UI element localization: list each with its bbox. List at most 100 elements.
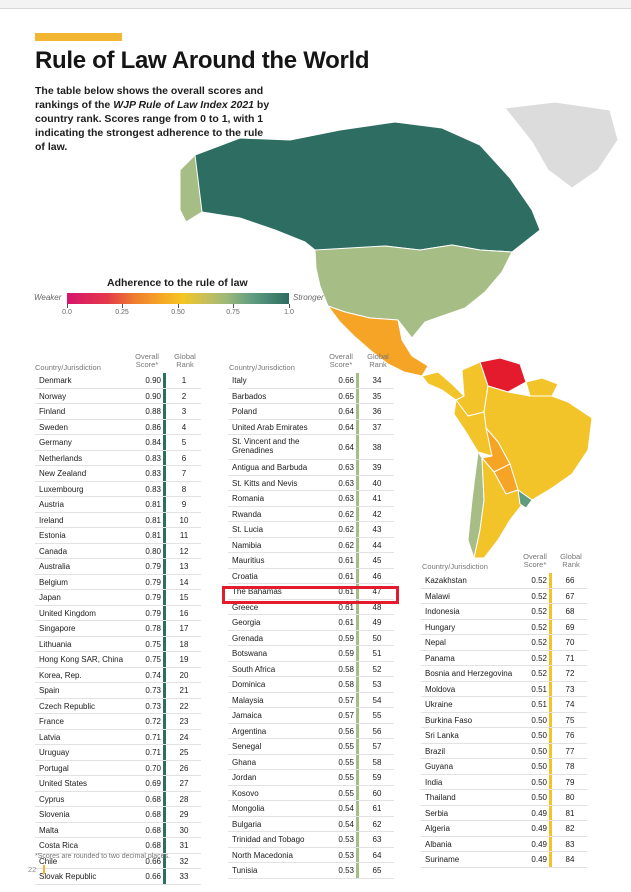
legend-title: Adherence to the rule of law bbox=[107, 277, 248, 289]
global-rank: 84 bbox=[565, 855, 575, 864]
country-name: Namibia bbox=[232, 540, 262, 550]
country-name: Costa Rica bbox=[39, 841, 79, 850]
overall-score: 0.64 bbox=[338, 422, 354, 432]
score-color-bar bbox=[356, 419, 359, 434]
overall-score: 0.54 bbox=[338, 804, 354, 813]
country-name: Moldova bbox=[425, 684, 456, 694]
country-name: Canada bbox=[39, 546, 68, 556]
col-header-country: Country/Jurisdiction bbox=[229, 363, 295, 372]
table-row: Korea, Rep. 0.74 20 bbox=[35, 667, 201, 683]
overall-score: 0.52 bbox=[531, 576, 547, 585]
global-rank: 80 bbox=[565, 793, 575, 802]
legend-tick-label: 1.0 bbox=[284, 309, 294, 316]
score-color-bar bbox=[163, 450, 166, 465]
score-color-bar bbox=[356, 832, 359, 847]
country-name: Malawi bbox=[425, 591, 450, 601]
overall-score: 0.81 bbox=[145, 515, 161, 525]
table-row: Belgium 0.79 14 bbox=[35, 574, 201, 590]
country-name: Sri Lanka bbox=[425, 731, 459, 740]
country-name: North Macedonia bbox=[232, 850, 293, 860]
global-rank: 9 bbox=[181, 500, 187, 509]
score-color-bar bbox=[549, 604, 552, 619]
country-name: Norway bbox=[39, 391, 67, 401]
score-table-3: Kazakhstan 0.52 66 Malawi 0.52 67 Indonesia 0.5… bbox=[421, 573, 587, 868]
table-row: Cyprus 0.68 28 bbox=[35, 791, 201, 807]
legend-tick bbox=[67, 304, 68, 308]
country-name: Czech Republic bbox=[39, 701, 96, 711]
global-rank: 63 bbox=[372, 835, 382, 844]
overall-score: 0.71 bbox=[145, 748, 161, 757]
global-rank: 62 bbox=[372, 819, 382, 829]
overall-score: 0.54 bbox=[338, 819, 354, 829]
table-row: Japan 0.79 15 bbox=[35, 590, 201, 606]
global-rank: 56 bbox=[372, 726, 382, 736]
global-rank: 73 bbox=[565, 684, 575, 694]
global-rank: 47 bbox=[372, 587, 382, 596]
overall-score: 0.61 bbox=[338, 618, 354, 627]
country-name: Kosovo bbox=[232, 788, 259, 798]
score-color-bar bbox=[163, 760, 166, 775]
table-row: Indonesia 0.52 68 bbox=[421, 604, 587, 620]
global-rank: 31 bbox=[179, 841, 189, 850]
table-row: Malaysia 0.57 54 bbox=[228, 692, 394, 708]
score-color-bar bbox=[163, 497, 166, 512]
overall-score: 0.78 bbox=[145, 624, 161, 633]
country-name: France bbox=[39, 717, 64, 726]
global-rank: 77 bbox=[565, 746, 575, 756]
table-row: Mongolia 0.54 61 bbox=[228, 801, 394, 817]
country-name: Estonia bbox=[39, 531, 66, 540]
score-color-bar bbox=[356, 460, 359, 475]
overall-score: 0.86 bbox=[145, 422, 161, 432]
global-rank: 45 bbox=[372, 556, 382, 565]
overall-score: 0.64 bbox=[338, 407, 354, 416]
country-name: Portugal bbox=[39, 763, 69, 773]
overall-score: 0.53 bbox=[338, 835, 354, 844]
country-name: Senegal bbox=[232, 742, 262, 751]
score-color-bar bbox=[163, 652, 166, 667]
score-color-bar bbox=[356, 739, 359, 754]
country-name: Brazil bbox=[425, 746, 446, 756]
country-name: Serbia bbox=[425, 808, 449, 818]
global-rank: 42 bbox=[372, 509, 382, 519]
score-color-bar bbox=[549, 790, 552, 805]
global-rank: 72 bbox=[565, 669, 575, 678]
table-row: Malawi 0.52 67 bbox=[421, 588, 587, 604]
score-color-bar bbox=[356, 677, 359, 692]
legend-tick-label: 0.0 bbox=[62, 309, 72, 316]
overall-score: 0.63 bbox=[338, 494, 354, 503]
country-name: Chile bbox=[39, 856, 58, 866]
global-rank: 23 bbox=[179, 717, 189, 726]
global-rank: 46 bbox=[372, 571, 382, 581]
country-name: Denmark bbox=[39, 376, 72, 385]
score-color-bar bbox=[549, 588, 552, 603]
global-rank: 11 bbox=[179, 531, 189, 540]
global-rank: 6 bbox=[181, 453, 187, 463]
overall-score: 0.83 bbox=[145, 484, 161, 494]
intro-part2: by country rank. Scores range from 0 to … bbox=[35, 99, 270, 153]
country-name: Indonesia bbox=[425, 607, 460, 616]
overall-score: 0.68 bbox=[145, 825, 161, 835]
score-color-bar bbox=[163, 466, 166, 481]
global-rank: 43 bbox=[372, 525, 382, 534]
country-name: Georgia bbox=[232, 618, 261, 627]
score-color-bar bbox=[163, 528, 166, 543]
table-row: New Zealand 0.83 7 bbox=[35, 466, 201, 482]
global-rank: 33 bbox=[179, 872, 189, 881]
overall-score: 0.52 bbox=[531, 607, 547, 616]
global-rank: 44 bbox=[372, 540, 382, 550]
country-name: St. Lucia bbox=[232, 525, 264, 534]
global-rank: 32 bbox=[179, 856, 189, 866]
score-color-bar bbox=[549, 805, 552, 820]
country-name: The Bahamas bbox=[232, 587, 282, 596]
score-color-bar bbox=[163, 574, 166, 589]
overall-score: 0.50 bbox=[531, 731, 547, 740]
country-name: Hong Kong SAR, China bbox=[39, 655, 124, 664]
overall-score: 0.73 bbox=[145, 686, 161, 695]
country-name: Lithuania bbox=[39, 639, 72, 649]
country-name: Luxembourg bbox=[39, 484, 84, 494]
score-color-bar bbox=[356, 847, 359, 862]
score-color-bar bbox=[163, 838, 166, 853]
table-row: Lithuania 0.75 18 bbox=[35, 636, 201, 652]
global-rank: 38 bbox=[372, 443, 382, 452]
table-row: Kosovo 0.55 60 bbox=[228, 785, 394, 801]
